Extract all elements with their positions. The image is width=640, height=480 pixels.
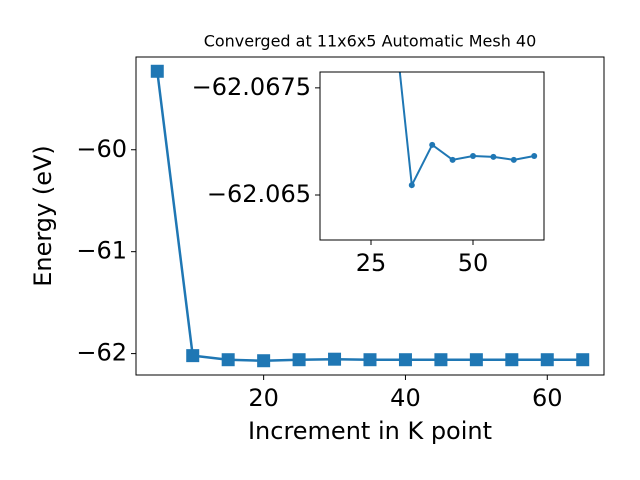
marker <box>505 353 519 367</box>
series <box>398 72 538 189</box>
axes-frame <box>319 71 545 241</box>
marker <box>257 354 271 368</box>
marker <box>434 353 448 367</box>
y-tick-label: −61 <box>76 237 127 265</box>
y-tick-label: −62.0675 <box>192 73 311 101</box>
chart-title: Converged at 11x6x5 Automatic Mesh 40 <box>204 32 537 51</box>
marker <box>490 153 497 160</box>
series <box>150 64 590 368</box>
marker <box>328 352 342 366</box>
marker <box>292 353 306 367</box>
plot-area <box>320 72 544 240</box>
marker <box>398 353 412 367</box>
marker <box>449 156 456 163</box>
y-axis-label: Energy (eV) <box>29 145 57 287</box>
marker <box>363 353 377 367</box>
x-tick-label: 60 <box>532 384 563 412</box>
x-tick-label: 25 <box>356 249 387 277</box>
marker <box>470 153 477 159</box>
marker <box>408 182 415 189</box>
line <box>398 72 535 189</box>
y-tick-label: −62 <box>76 339 127 367</box>
x-tick-label: 50 <box>458 249 489 277</box>
marker <box>540 353 554 367</box>
y-tick-label: −62.065 <box>207 180 311 208</box>
x-axis-label: Increment in K point <box>248 417 492 445</box>
x-tick-label: 40 <box>390 384 421 412</box>
marker <box>186 349 200 363</box>
marker <box>221 353 235 367</box>
y-tick-label: −60 <box>76 135 127 163</box>
marker <box>510 156 517 163</box>
axes-frame <box>135 56 605 376</box>
marker <box>429 141 436 148</box>
marker <box>531 153 538 159</box>
marker <box>576 353 590 367</box>
marker <box>150 64 164 78</box>
marker <box>469 353 483 367</box>
x-tick-label: 20 <box>248 384 279 412</box>
